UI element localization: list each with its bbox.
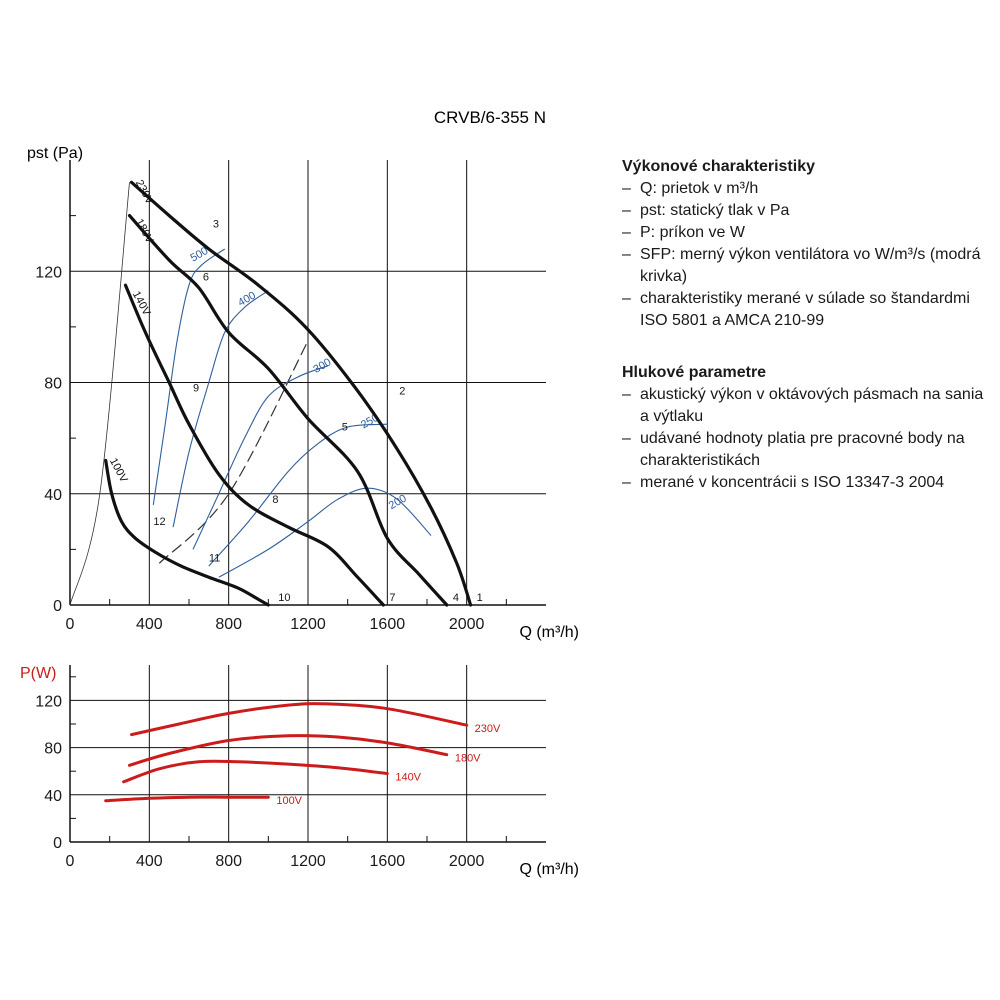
pressure-grid: [70, 160, 546, 605]
performance-item: pst: statický tlak v Pa: [622, 200, 992, 222]
sfp-curve-label: 300: [311, 356, 333, 376]
pressure-x-tick-label: 1600: [370, 616, 406, 633]
pressure-y-tick-label: 40: [44, 487, 62, 504]
operating-point-label: 10: [278, 592, 290, 604]
power-x-tick-label: 0: [66, 853, 75, 870]
fan-curve-230V: [129, 180, 473, 607]
operating-point-label: 9: [193, 383, 199, 395]
power-curve-230V: [130, 702, 469, 737]
chart-title: CRVB/6-355 N: [434, 108, 546, 127]
power-x-tick-label: 800: [215, 853, 242, 870]
power-y-tick-label: 40: [44, 788, 62, 805]
pressure-x-tick-label: 800: [215, 616, 242, 633]
performance-heading: Výkonové charakteristiky: [622, 158, 815, 175]
operating-point-label: 6: [203, 271, 209, 283]
power-x-tick-label: 2000: [449, 853, 485, 870]
noise-item: merané v koncentrácii s ISO 13347-3 2004: [622, 472, 992, 494]
pressure-y-tick-label: 80: [44, 376, 62, 393]
noise-item: udávané hodnoty platia pre pracovné body…: [622, 428, 992, 472]
sfp-curve-400: [172, 290, 269, 528]
fan-curve-100V: [104, 458, 270, 607]
power-y-tick-label: 0: [53, 835, 62, 852]
fan-curve-180V: [127, 214, 449, 607]
operating-point-label: 8: [272, 494, 278, 506]
performance-item: Q: prietok v m³/h: [622, 178, 992, 200]
power-chart: 0 400 800 1200 1600 2000 0 40 80 120 P(W) Q (m³/h) 2…: [20, 665, 579, 878]
operating-point-label: 2: [399, 385, 405, 397]
pressure-x-axis-label: Q (m³/h): [519, 624, 579, 641]
noise-info: Hlukové parametre akustický výkon v oktá…: [622, 362, 992, 494]
noise-item: akustický výkon v oktávových pásmach na …: [622, 384, 992, 428]
power-y-tick-label: 120: [35, 693, 62, 710]
operating-point-label: 11: [209, 552, 220, 564]
power-minor-ticks: [70, 676, 507, 842]
operating-point-label: 1: [477, 592, 483, 604]
performance-info: Výkonové charakteristiky Q: prietok v m³…: [622, 156, 992, 332]
power-x-tick-label: 400: [136, 853, 163, 870]
power-curve-label: 140V: [395, 772, 421, 784]
performance-item: P: príkon ve W: [622, 222, 992, 244]
operating-point-label: 3: [213, 219, 219, 231]
pressure-y-tick-label: 0: [53, 598, 62, 615]
fan-curve-140V: [123, 283, 385, 607]
performance-item: SFP: merný výkon ventilátora vo W/m³/s (…: [622, 244, 992, 288]
sfp-curve-200: [218, 487, 432, 578]
operating-point-label: 7: [389, 592, 395, 604]
pressure-y-tick-label: 120: [35, 264, 62, 281]
noise-heading: Hlukové parametre: [622, 364, 767, 381]
sfp-curve-500: [152, 248, 226, 505]
system-curve: [158, 340, 309, 564]
operating-point-label: 12: [153, 516, 165, 528]
power-curve-100V: [104, 795, 270, 803]
operating-point-label: 4: [453, 592, 459, 604]
pressure-minor-ticks: [70, 215, 507, 605]
sfp-curve-label: 400: [236, 289, 258, 309]
power-curve-label: 100V: [276, 795, 302, 807]
system-curve: [69, 182, 130, 606]
power-curve-140V: [122, 759, 389, 784]
power-curve-label: 180V: [455, 753, 481, 765]
power-curve-180V: [128, 734, 449, 767]
power-grid: [70, 665, 546, 842]
sfp-curve-250: [208, 423, 388, 567]
sfp-curve-label: 200: [387, 492, 409, 512]
pressure-x-tick-label: 400: [136, 616, 163, 633]
pressure-x-tick-label: 0: [66, 616, 75, 633]
power-x-axis-label: Q (m³/h): [519, 861, 579, 878]
pressure-x-tick-label: 1200: [290, 616, 326, 633]
performance-item: charakteristiky merané v súlade so štand…: [622, 288, 992, 332]
pressure-y-axis-label: pst (Pa): [27, 145, 83, 162]
sfp-curve-300: [192, 365, 328, 550]
power-curve-label: 230V: [475, 723, 501, 735]
power-y-axis-label: P(W): [20, 665, 56, 682]
power-x-tick-label: 1200: [290, 853, 326, 870]
operating-point-label: 5: [342, 422, 348, 434]
power-y-tick-label: 80: [44, 741, 62, 758]
pressure-x-tick-label: 2000: [449, 616, 485, 633]
power-x-tick-label: 1600: [370, 853, 406, 870]
